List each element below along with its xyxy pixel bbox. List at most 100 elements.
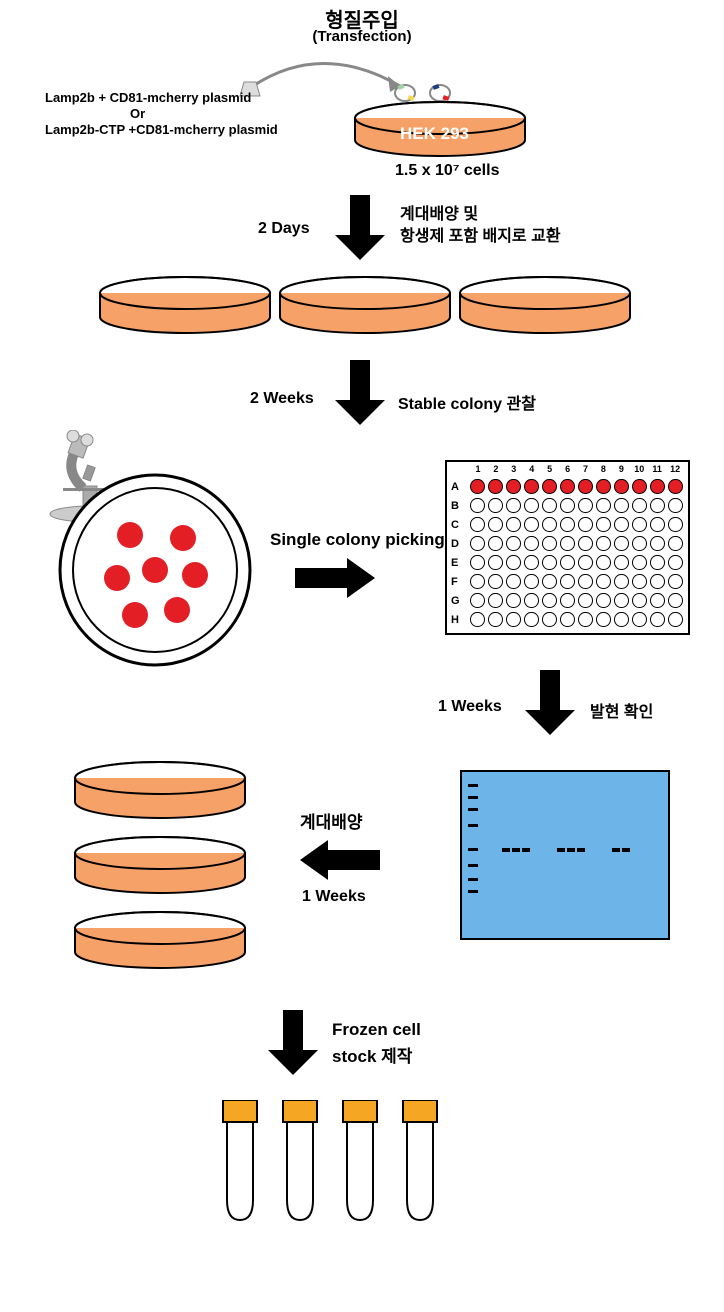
well	[594, 572, 612, 591]
arrow-down-3	[525, 670, 575, 735]
well	[612, 515, 630, 534]
well	[541, 515, 559, 534]
well	[559, 496, 577, 515]
wellplate-row-label: G	[451, 591, 460, 610]
step5-left: 1 Weeks	[438, 698, 502, 716]
well	[559, 591, 577, 610]
wellplate-col-label: 2	[487, 464, 505, 474]
well	[630, 477, 648, 496]
well	[487, 496, 505, 515]
step2-right1: 계대배양 및	[400, 200, 478, 224]
well	[559, 610, 577, 629]
well	[577, 553, 595, 572]
wellplate-row-label: C	[451, 515, 460, 534]
well	[469, 572, 487, 591]
wellplate-row-label: H	[451, 610, 460, 629]
well	[594, 534, 612, 553]
step2-right2: 항생제 포함 배지로 교환	[400, 222, 561, 246]
well	[487, 515, 505, 534]
step3-right: Stable colony 관찰	[398, 390, 536, 414]
wellplate-col-label: 8	[594, 464, 612, 474]
well	[505, 534, 523, 553]
well	[469, 534, 487, 553]
well	[469, 496, 487, 515]
well	[648, 572, 666, 591]
well	[505, 477, 523, 496]
well	[469, 610, 487, 629]
well	[505, 553, 523, 572]
wellplate-row-label: E	[451, 553, 460, 572]
well	[523, 572, 541, 591]
well	[630, 496, 648, 515]
well	[577, 534, 595, 553]
well	[523, 496, 541, 515]
well	[487, 477, 505, 496]
well	[577, 572, 595, 591]
plasmid-line1: Lamp2b + CD81-mcherry plasmid	[45, 90, 251, 105]
wellplate-col-label: 4	[523, 464, 541, 474]
step6-label: 계대배양	[300, 808, 363, 833]
cryovials	[215, 1100, 455, 1230]
step7-line1: Frozen cell	[332, 1020, 421, 1040]
well	[630, 515, 648, 534]
well	[594, 591, 612, 610]
well	[666, 496, 684, 515]
well	[469, 477, 487, 496]
well	[541, 591, 559, 610]
well	[648, 553, 666, 572]
well	[666, 477, 684, 496]
wellplate-container: 123456789101112 ABCDEFGH	[445, 460, 690, 635]
wellplate-row-label: D	[451, 534, 460, 553]
arrow-down-1	[335, 195, 385, 260]
wellplate-row-label: B	[451, 496, 460, 515]
step7-line2: stock 제작	[332, 1042, 412, 1067]
well	[630, 534, 648, 553]
step6-time: 1 Weeks	[302, 888, 366, 906]
gel-blot	[460, 770, 670, 940]
well	[648, 610, 666, 629]
well	[612, 610, 630, 629]
well	[577, 515, 595, 534]
well	[469, 591, 487, 610]
well	[541, 477, 559, 496]
arrow-left-subculture	[300, 840, 380, 880]
arrow-down-4	[268, 1010, 318, 1075]
well	[505, 496, 523, 515]
well	[505, 572, 523, 591]
well	[559, 553, 577, 572]
well	[666, 572, 684, 591]
wellplate-col-label: 1	[469, 464, 487, 474]
well	[505, 610, 523, 629]
wellplate-col-label: 3	[505, 464, 523, 474]
well	[612, 553, 630, 572]
step3-left: 2 Weeks	[250, 390, 314, 408]
arrow-down-2	[335, 360, 385, 425]
well	[648, 496, 666, 515]
well	[577, 496, 595, 515]
well	[469, 553, 487, 572]
well	[541, 534, 559, 553]
well	[630, 610, 648, 629]
well	[577, 477, 595, 496]
petri-row	[95, 275, 635, 340]
wellplate-row-label: F	[451, 572, 460, 591]
well	[487, 534, 505, 553]
wellplate-col-label: 5	[541, 464, 559, 474]
well	[594, 496, 612, 515]
wellplate-col-label: 7	[577, 464, 595, 474]
wellplate-row-label: A	[451, 477, 460, 496]
well	[612, 572, 630, 591]
hek-label: HEK 293	[400, 124, 469, 144]
well	[523, 534, 541, 553]
well	[523, 610, 541, 629]
plasmid-or: Or	[130, 106, 145, 121]
picking-label: Single colony picking	[270, 530, 445, 550]
well	[523, 553, 541, 572]
well	[630, 591, 648, 610]
well	[559, 515, 577, 534]
well	[541, 610, 559, 629]
wellplate-col-label: 9	[612, 464, 630, 474]
well	[630, 553, 648, 572]
well	[523, 591, 541, 610]
cell-count: 1.5 x 10⁷ cells	[395, 162, 499, 180]
